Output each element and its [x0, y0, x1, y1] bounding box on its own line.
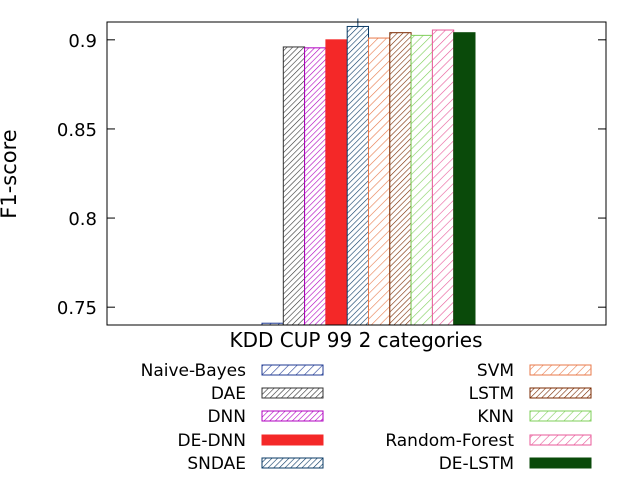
y-tick-label: 0.8 — [68, 209, 97, 230]
legend-swatch-naive-bayes — [261, 364, 324, 376]
legend-label-de-dnn: DE-DNN — [178, 431, 247, 451]
y-tick-label: 0.9 — [68, 31, 97, 52]
y-tick-label: 0.85 — [57, 120, 97, 141]
legend-swatch-dae — [261, 387, 324, 399]
bar-svm — [368, 37, 391, 326]
legend-swatch-svm — [529, 364, 592, 376]
legend-swatch-de-lstm — [529, 457, 592, 469]
bar-dnn — [304, 47, 327, 326]
y-axis: 0.75 0.8 0.85 0.9 — [57, 31, 606, 319]
y-axis-label: F1-score — [0, 129, 21, 218]
bar-lstm — [389, 32, 412, 326]
legend-label-random-forest: Random-Forest — [385, 431, 514, 451]
legend-label-dae: DAE — [211, 384, 246, 404]
plot-frame — [106, 21, 607, 326]
legend-swatch-random-forest — [529, 434, 592, 446]
legend-swatch-lstm — [529, 387, 592, 399]
legend-label-naive-bayes: Naive-Bayes — [141, 361, 247, 381]
y-tick-label: 0.75 — [57, 298, 97, 319]
x-axis-label: KDD CUP 99 2 categories — [229, 328, 482, 352]
legend-label-dnn: DNN — [207, 407, 246, 427]
legend-label-lstm: LSTM — [469, 384, 514, 404]
legend-label-svm: SVM — [477, 361, 514, 381]
bar-de-dnn — [325, 39, 348, 326]
legend-swatch-sndae — [261, 457, 324, 469]
bar-sndae — [346, 25, 370, 326]
legend-swatch-dnn — [261, 410, 324, 422]
legend-swatch-knn — [529, 410, 592, 422]
bar-dae — [282, 46, 306, 326]
bar-knn — [410, 34, 433, 326]
legend-label-knn: KNN — [477, 407, 514, 427]
bar-de-lstm — [453, 32, 476, 326]
bar-random-forest — [431, 29, 455, 326]
legend-label-de-lstm: DE-LSTM — [439, 454, 514, 474]
legend: Naive-Bayes DAE DNN DE-DNN SNDAE SVM LSTM KNN Ra… — [141, 361, 592, 474]
bars-group — [261, 18, 476, 326]
legend-label-sndae: SNDAE — [187, 454, 246, 474]
legend-swatch-de-dnn — [261, 434, 324, 446]
